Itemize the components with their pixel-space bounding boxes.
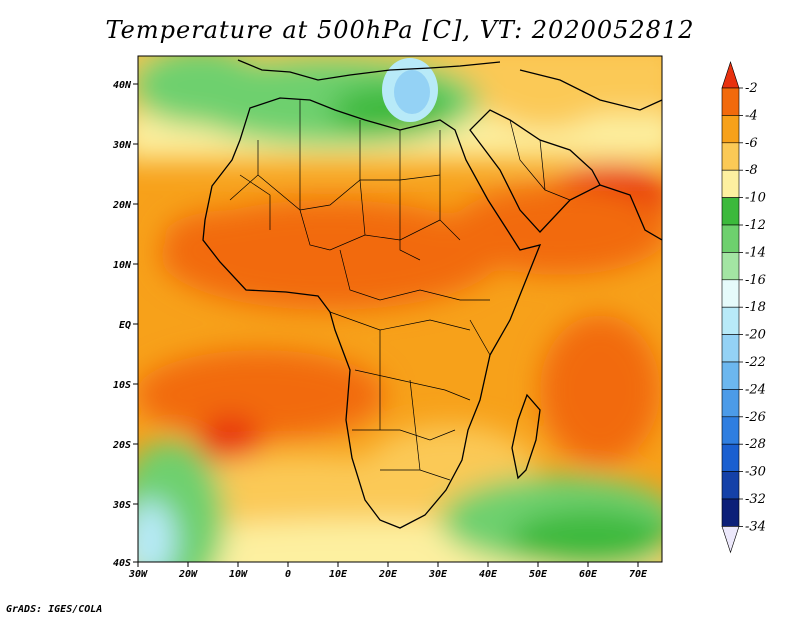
colorbar-label: -18	[745, 300, 766, 315]
lon-label: 0	[285, 569, 291, 580]
lon-label: 30W	[128, 569, 148, 580]
colorbar-swatch	[721, 361, 740, 390]
lat-label: EQ	[119, 320, 131, 331]
colorbar-label: -16	[745, 273, 766, 288]
lon-label: 10W	[229, 569, 248, 580]
colorbar-swatch	[721, 471, 740, 500]
lat-label: 40N	[113, 80, 132, 91]
lon-label: 20E	[378, 569, 398, 580]
colorbar-label: -24	[745, 382, 766, 397]
colorbar-swatch	[721, 306, 740, 335]
colorbar-label: -6	[745, 136, 758, 151]
lat-label: 40S	[113, 558, 131, 569]
colorbar-label: -10	[745, 191, 766, 206]
lat-label: 20N	[112, 200, 132, 211]
colorbar-label: -12	[745, 218, 766, 233]
colorbar-top-arrow	[721, 61, 740, 89]
colorbar-swatch	[721, 87, 740, 116]
footer-credit: GrADS: IGES/COLA	[6, 604, 103, 615]
colorbar-swatch	[721, 115, 740, 144]
lat-label: 10S	[113, 380, 131, 391]
country-borders	[229, 100, 571, 481]
colorbar-label: -28	[745, 437, 766, 452]
colorbar-label: -34	[745, 519, 766, 534]
colorbar-swatch	[721, 197, 740, 226]
lon-label: 50E	[529, 569, 548, 580]
colorbar-swatch	[721, 169, 740, 198]
colorbar-swatch	[721, 416, 740, 445]
map-title: Temperature at 500hPa [C], VT: 202005281…	[105, 16, 695, 44]
colorbar-label: -30	[745, 465, 766, 480]
lat-label: 30S	[112, 500, 131, 511]
lon-label: 70E	[629, 569, 648, 580]
colorbar-label: -22	[745, 355, 766, 370]
colorbar-swatch	[721, 252, 740, 281]
lon-label: 20W	[178, 569, 198, 580]
colorbar-swatch	[721, 498, 740, 527]
colorbar-label: -32	[745, 492, 766, 507]
lon-label: 10E	[329, 569, 348, 580]
colorbar-label: -14	[745, 245, 766, 260]
map-frame	[137, 55, 663, 563]
colorbar-swatch	[721, 334, 740, 363]
lon-label: 60E	[579, 569, 598, 580]
colorbar-swatch	[721, 142, 740, 171]
colorbar-swatch	[721, 389, 740, 418]
lat-label: 30N	[112, 140, 132, 151]
temperature-field	[138, 56, 662, 562]
colorbar-label: -4	[745, 108, 758, 123]
lat-label: 10N	[113, 260, 132, 271]
axis-ticks	[133, 83, 639, 567]
colorbar: -2 -4 -6 -8 -10 -12 -14 -16 -18 -20 -22 -24 -26 -28 -3…	[721, 61, 766, 554]
colorbar-swatch	[721, 443, 740, 472]
lon-label: 30E	[428, 569, 448, 580]
colorbar-swatch	[721, 224, 740, 253]
lon-label: 40E	[479, 569, 498, 580]
colorbar-label: -20	[745, 328, 766, 343]
colorbar-bottom-arrow	[721, 526, 740, 554]
coastlines	[202, 59, 662, 529]
colorbar-swatch	[721, 279, 740, 308]
colorbar-label: -8	[745, 163, 758, 178]
colorbar-label: -2	[745, 81, 758, 96]
lat-label: 20S	[112, 440, 131, 451]
colorbar-label: -26	[745, 410, 766, 425]
